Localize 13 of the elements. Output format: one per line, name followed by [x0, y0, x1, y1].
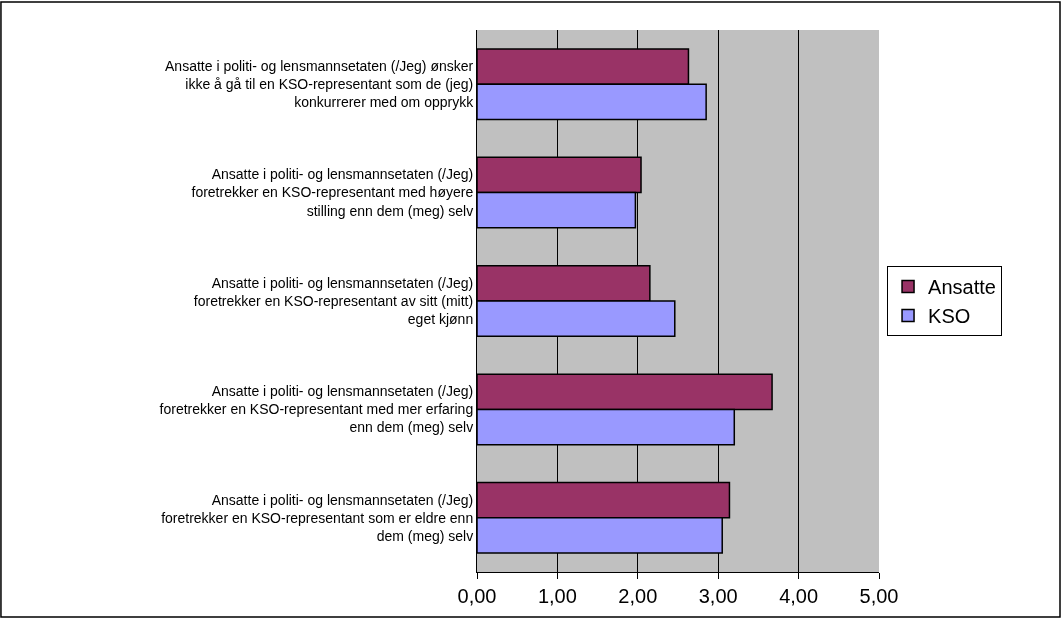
y-tick-label: Ansatte i politi- og lensmannsetaten (/Jeg) foretrekker en KSO-representant av sitt (mitt) eget kjønn [193, 274, 474, 328]
y-tick-label: Ansatte i politi- og lensmannsetaten (/Jeg) foretrekker en KSO-representant som er eldre enn dem (meg) selv [161, 491, 474, 544]
x-tick-label: 0,00 [457, 585, 497, 607]
x-tick-label: 5,00 [859, 585, 899, 607]
x-tick-label: 2,00 [618, 585, 658, 607]
legend-label: Ansatte [928, 276, 996, 299]
x-tick-label: 1,00 [537, 585, 577, 607]
legend-label: KSO [928, 305, 971, 328]
y-tick-label: Ansatte i politi- og lensmannsetaten (/Jeg) foretrekker en KSO-representant med høyere stilling enn dem (meg) selv [191, 166, 474, 219]
y-tick-label: Ansatte i politi- og lensmannsetaten (/Jeg) ønsker ikke å gå til en KSO-representant som de (jeg) konkurrerer med om opprykk [165, 57, 475, 111]
y-tick-label: Ansatte i politi- og lensmannsetaten (/Jeg) foretrekker en KSO-representant med mer erfaring enn dem (meg) selv [159, 383, 474, 436]
x-tick-label: 4,00 [779, 585, 819, 607]
x-tick-label: 3,00 [698, 585, 738, 607]
